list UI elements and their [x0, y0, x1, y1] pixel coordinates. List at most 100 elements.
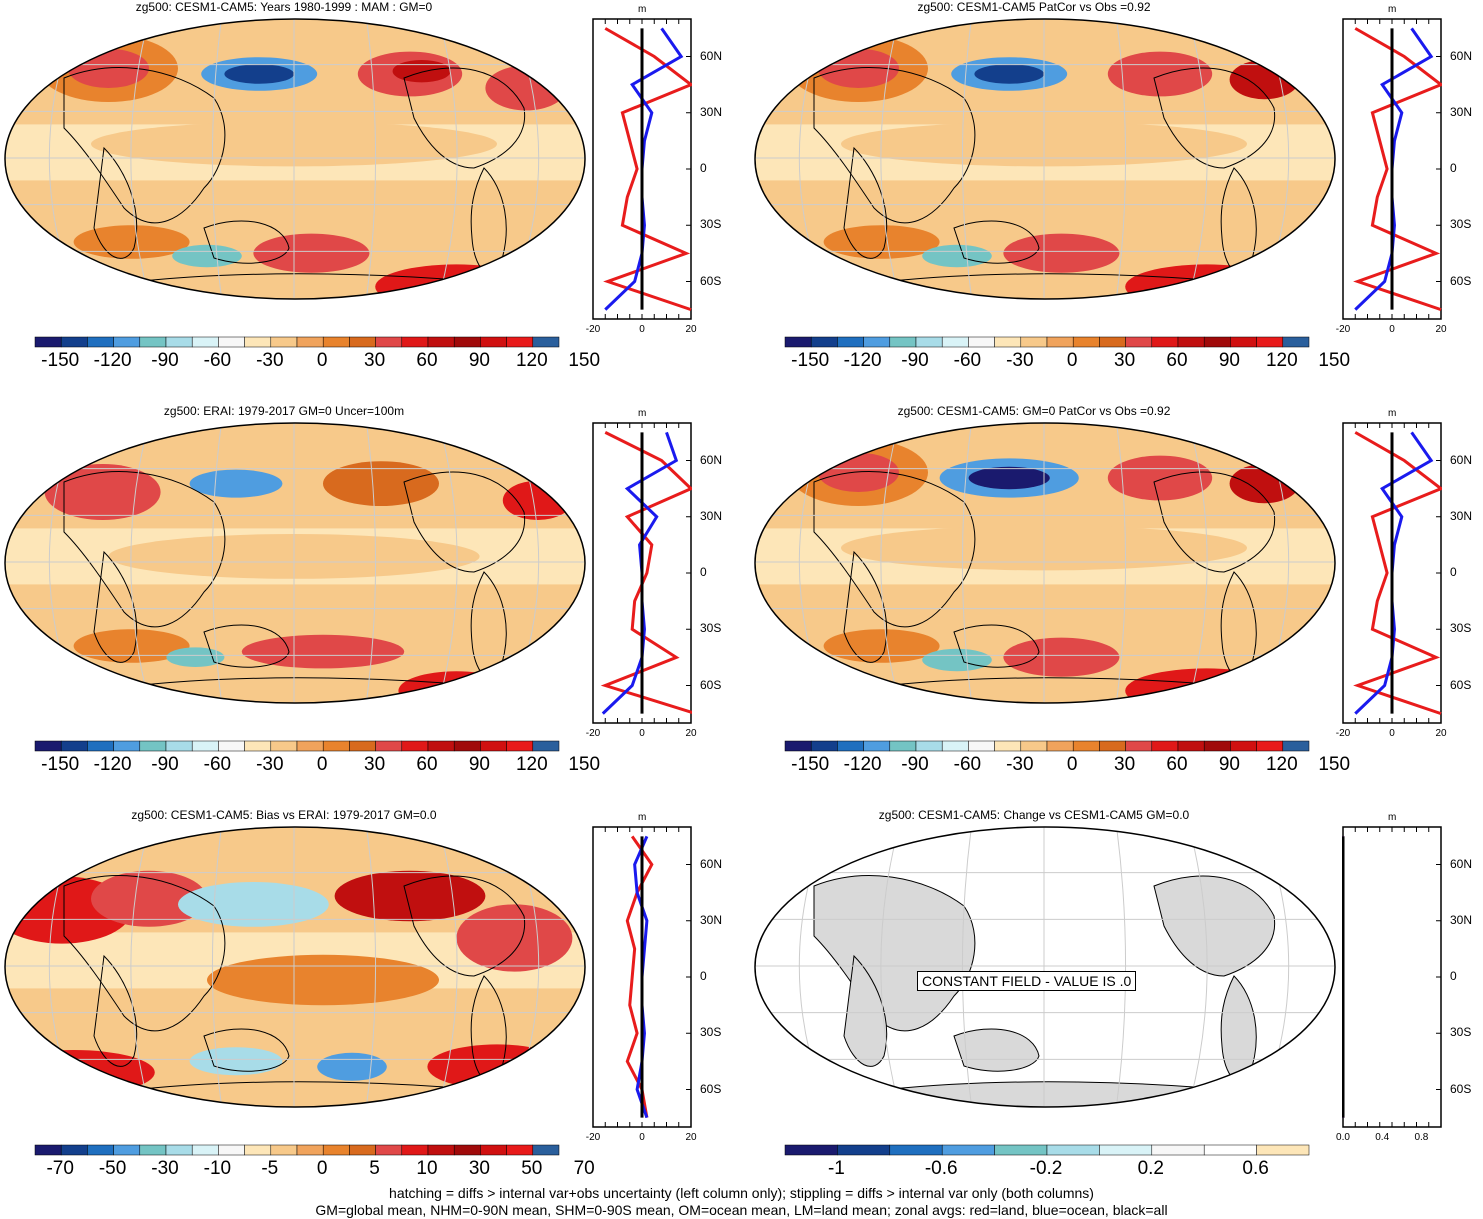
colorbar-swatch — [810, 336, 838, 348]
colorbar-tick-label: -0.2 — [1029, 1158, 1063, 1179]
coastline — [403, 471, 526, 573]
map-plot — [4, 826, 586, 1108]
colorbar-swatch — [1151, 1144, 1205, 1156]
colorbar-swatch — [480, 336, 507, 348]
gridline-lon — [211, 423, 222, 703]
colorbar-swatch — [244, 336, 272, 348]
gridline-lon — [211, 19, 222, 299]
zonal-x-tick-label: 0.8 — [1414, 1132, 1429, 1143]
coastline — [843, 550, 888, 663]
field-anomaly-blob — [922, 648, 992, 672]
panel-5: zg500: CESM1-CAM5: Bias vs ERAI: 1979-20… — [0, 808, 740, 1208]
colorbar-swatch — [837, 740, 864, 752]
colorbar-swatch — [506, 1144, 534, 1156]
gridline-lon — [130, 423, 150, 703]
lat-label: 30S — [700, 1025, 722, 1040]
zonal-x-tick-label: 0 — [1389, 728, 1395, 739]
map-border — [4, 18, 586, 300]
colorbar-swatch — [401, 740, 429, 752]
colorbar-tick-label: 70 — [573, 1158, 595, 1179]
colorbar-tick-label: -150 — [791, 754, 830, 775]
colorbar-swatch — [1203, 336, 1231, 348]
panel-title: zg500: CESM1-CAM5: Years 1980-1999 : MAM… — [135, 0, 433, 14]
colorbar-swatch — [34, 740, 62, 752]
colorbar-tick-label: -90 — [901, 350, 929, 371]
lat-label: 30S — [1450, 621, 1472, 636]
colorbar-swatch — [87, 740, 114, 752]
colorbar-swatch — [968, 740, 995, 752]
colorbar-swatch — [375, 336, 403, 348]
lat-label: 30S — [1450, 217, 1472, 232]
colorbar-swatch — [191, 740, 219, 752]
lat-label: 60N — [1450, 48, 1473, 63]
colorbar-swatch — [915, 740, 943, 752]
colorbar-swatch — [322, 740, 350, 752]
zonal-x-tick-label: -20 — [585, 728, 601, 739]
colorbar-swatch — [375, 740, 403, 752]
zonal-unit: m — [1388, 4, 1397, 15]
colorbar-swatch — [1177, 336, 1205, 348]
colorbar-swatch — [427, 1144, 455, 1156]
coastline — [403, 875, 526, 977]
colorbar-tick-label: -90 — [151, 350, 179, 371]
colorbar-labels: -150 -120 -90 -60 -30 0 30 60 90 120 150 — [784, 754, 1350, 778]
lat-label: 30S — [700, 621, 722, 636]
map-plot — [754, 18, 1336, 300]
lat-label: 0 — [700, 565, 707, 579]
map-plot — [754, 422, 1336, 704]
lat-label: 60S — [700, 677, 722, 692]
colorbar-tick-label: 60 — [416, 350, 438, 371]
colorbar — [784, 740, 1310, 752]
field-anomaly-blob — [73, 629, 190, 663]
panel-2: zg500: CESM1-CAM5 PatCor vs Obs =0.92 -15… — [750, 0, 1483, 400]
panel-4: zg500: CESM1-CAM5: GM=0 PatCor vs Obs =0… — [750, 404, 1483, 804]
coastline — [93, 954, 138, 1067]
field-anomaly-blob — [334, 870, 486, 922]
colorbar-swatch — [1020, 740, 1048, 752]
gridline-lon — [1116, 423, 1127, 703]
lat-label: 30N — [1450, 912, 1473, 927]
gridline-lon — [438, 19, 458, 299]
colorbar-swatch — [113, 1144, 141, 1156]
colorbar-tick-label: -120 — [93, 754, 132, 775]
colorbar-tick-label: 0 — [316, 1158, 328, 1179]
colorbar-swatch — [863, 740, 891, 752]
colorbar-swatch — [1282, 336, 1310, 348]
colorbar-tick-label: -30 — [256, 754, 284, 775]
colorbar-tick-label: 0 — [316, 350, 328, 371]
panel-title: zg500: CESM1-CAM5: Change vs CESM1-CAM5 … — [878, 808, 1190, 822]
colorbar-swatch — [244, 740, 272, 752]
colorbar-swatch — [1256, 1144, 1310, 1156]
colorbar-swatch — [1203, 1144, 1257, 1156]
colorbar-swatch — [453, 1144, 481, 1156]
zonal-unit: m — [638, 4, 647, 15]
zonal-land-line — [600, 431, 692, 714]
colorbar-tick-label: 10 — [416, 1158, 438, 1179]
colorbar-tick-label: 90 — [1218, 754, 1240, 775]
colorbar-swatch — [889, 1144, 943, 1156]
colorbar-swatch — [1230, 740, 1257, 752]
zonal-x-tick-label: 0.4 — [1375, 1132, 1390, 1143]
gridline-lon — [366, 19, 377, 299]
panel-title: zg500: CESM1-CAM5: Bias vs ERAI: 1979-20… — [131, 808, 437, 822]
colorbar-tick-label: -5 — [261, 1158, 279, 1179]
field-anomaly-blob — [392, 60, 451, 83]
colorbar-swatch — [453, 740, 481, 752]
colorbar-tick-label: -90 — [151, 754, 179, 775]
colorbar-tick-label: 5 — [369, 1158, 380, 1179]
colorbar-swatch — [480, 1144, 507, 1156]
lat-label: 60S — [1450, 1081, 1472, 1096]
map-plot — [4, 18, 586, 300]
colorbar-swatch — [915, 336, 943, 348]
lat-label: 30N — [1450, 508, 1473, 523]
colorbar-swatch — [1046, 740, 1074, 752]
field-anomaly-blob — [323, 461, 439, 506]
zonal-x-tick-label: 20 — [1435, 324, 1447, 335]
colorbar-tick-label: 120 — [515, 754, 548, 775]
colorbar-tick-label: -1 — [827, 1158, 845, 1179]
coastline — [203, 220, 290, 264]
map-border — [4, 422, 586, 704]
colorbar-tick-label: 0 — [1066, 754, 1078, 775]
gridline-lon — [211, 827, 222, 1107]
colorbar-swatch — [113, 336, 141, 348]
